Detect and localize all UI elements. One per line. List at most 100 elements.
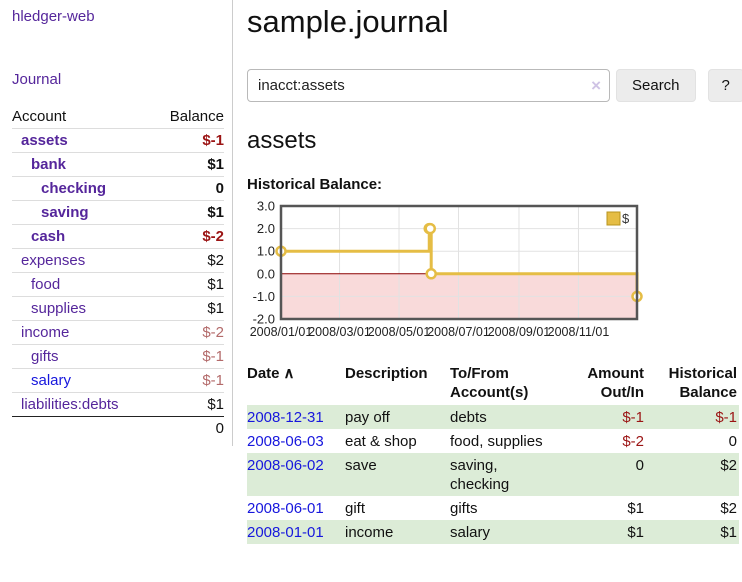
account-row-bank: bank $1 <box>12 152 224 177</box>
account-balance: $1 <box>152 392 224 417</box>
account-balance: $1 <box>152 272 224 297</box>
transaction-accounts: salary <box>450 524 491 541</box>
svg-text:0.0: 0.0 <box>257 266 275 281</box>
transaction-amount: $-2 <box>622 433 644 450</box>
svg-text:2008/07/01: 2008/07/01 <box>427 325 490 339</box>
account-row-liabilities-debts: liabilities:debts $1 <box>12 392 224 417</box>
accounts-total-row: 0 <box>12 416 224 440</box>
transaction-accounts: gifts <box>450 500 478 517</box>
account-balance: $1 <box>152 200 224 225</box>
balance-column-header: Balance <box>169 107 224 125</box>
svg-text:$: $ <box>622 211 630 226</box>
accounts-column-header: To/From Account(s) <box>450 365 529 401</box>
account-balance: $1 <box>152 296 224 321</box>
svg-text:3.0: 3.0 <box>257 199 275 214</box>
transaction-description: income <box>345 524 394 541</box>
transaction-description: pay off <box>345 409 390 426</box>
account-row-gifts: gifts $-1 <box>12 344 224 369</box>
account-link-assets[interactable]: assets <box>21 131 68 149</box>
transaction-date-link[interactable]: 2008-06-03 <box>247 433 324 450</box>
accounts-total-balance: 0 <box>152 416 224 440</box>
transaction-date-link[interactable]: 2008-06-01 <box>247 500 324 517</box>
balance-column-header: Historical Balance <box>668 365 737 401</box>
account-link-saving[interactable]: saving <box>41 203 89 221</box>
transaction-date-link[interactable]: 2008-01-01 <box>247 524 324 541</box>
transaction-balance: $2 <box>720 457 737 474</box>
svg-text:-2.0: -2.0 <box>253 312 275 327</box>
transaction-row: 2008-01-01 income salary $1 $1 <box>247 520 739 544</box>
account-row-income: income $-2 <box>12 320 224 345</box>
clear-search-icon[interactable]: × <box>591 75 601 95</box>
search-form: × Search ? <box>247 69 742 102</box>
account-balance: $-1 <box>152 344 224 369</box>
account-link-supplies[interactable]: supplies <box>31 299 87 317</box>
account-link-cash[interactable]: cash <box>31 227 66 245</box>
transaction-amount: $1 <box>627 500 644 517</box>
help-button[interactable]: ? <box>707 69 742 102</box>
svg-text:2.0: 2.0 <box>257 221 275 236</box>
transaction-row: 2008-12-31 pay off debts $-1 $-1 <box>247 405 739 429</box>
main-content: sample.journal × Search ? assets Histori… <box>233 0 742 544</box>
transaction-amount: 0 <box>635 457 644 474</box>
account-row-cash: cash $-2 <box>12 224 224 249</box>
transaction-row: 2008-06-02 save saving, checking 0 $2 <box>247 453 739 496</box>
sidebar: hledger-web Journal Account Balance asse… <box>0 0 233 446</box>
account-link-bank[interactable]: bank <box>31 155 67 173</box>
account-link-liabilities-debts[interactable]: liabilities:debts <box>21 395 119 413</box>
account-row-expenses: expenses $2 <box>12 248 224 273</box>
transaction-accounts: debts <box>450 409 487 426</box>
transaction-description: eat & shop <box>345 433 417 450</box>
svg-text:1.0: 1.0 <box>257 244 275 259</box>
accounts-table: Account Balance assets $-1 bank $1 check… <box>12 105 224 440</box>
accounts-header-row: Account Balance <box>12 105 224 129</box>
historical-balance-chart: $3.0 2.0 1.0 0.0 -1.0 -2.0 2008/01/01 2008/03/0… <box>247 198 742 345</box>
transaction-amount: $-1 <box>622 409 644 426</box>
transaction-description: save <box>345 457 377 474</box>
account-row-supplies: supplies $1 <box>12 296 224 321</box>
transaction-balance: $2 <box>720 500 737 517</box>
transaction-row: 2008-06-01 gift gifts $1 $2 <box>247 496 739 520</box>
search-input[interactable] <box>247 69 610 102</box>
svg-text:2008/03/01: 2008/03/01 <box>308 325 371 339</box>
account-row-assets: assets $-1 <box>12 128 224 153</box>
transactions-table: Date ∧ Description To/From Account(s) Amo… <box>247 362 739 544</box>
description-column-header: Description <box>345 365 428 382</box>
transaction-amount: $1 <box>627 524 644 541</box>
transaction-date-link[interactable]: 2008-06-02 <box>247 457 324 474</box>
svg-text:2008/05/01: 2008/05/01 <box>368 325 431 339</box>
date-column-header[interactable]: Date ∧ <box>247 365 295 382</box>
account-link-salary[interactable]: salary <box>31 371 72 389</box>
sidebar-item-journal[interactable]: Journal <box>12 71 62 88</box>
sort-ascending-icon: ∧ <box>283 365 295 382</box>
transaction-date-link[interactable]: 2008-12-31 <box>247 409 324 426</box>
account-row-saving: saving $1 <box>12 200 224 225</box>
transaction-balance: $1 <box>720 524 737 541</box>
line-chart: $3.0 2.0 1.0 0.0 -1.0 -2.02008/01/012008/03/0… <box>250 199 643 339</box>
app-layout: hledger-web Journal Account Balance asse… <box>0 0 742 544</box>
account-row-food: food $1 <box>12 272 224 297</box>
transaction-row: 2008-06-03 eat & shop food, supplies $-2… <box>247 429 739 453</box>
transactions-header-row: Date ∧ Description To/From Account(s) Amo… <box>247 362 739 405</box>
account-heading: assets <box>247 127 317 154</box>
amount-column-header: Amount Out/In <box>587 365 644 401</box>
svg-text:2008/11/01: 2008/11/01 <box>548 325 610 339</box>
search-button[interactable]: Search <box>616 69 696 102</box>
account-balance: $-1 <box>152 128 224 153</box>
account-link-gifts[interactable]: gifts <box>31 347 59 365</box>
account-balance: $-2 <box>152 320 224 345</box>
account-link-income[interactable]: income <box>21 323 70 341</box>
account-balance: 0 <box>152 176 224 201</box>
transaction-description: gift <box>345 500 366 517</box>
account-link-expenses[interactable]: expenses <box>21 251 86 269</box>
svg-text:2008/01/01: 2008/01/01 <box>250 325 313 339</box>
svg-text:2008/09/01: 2008/09/01 <box>488 325 551 339</box>
transaction-accounts: saving, checking <box>450 457 510 493</box>
account-link-checking[interactable]: checking <box>41 179 107 197</box>
account-balance: $-1 <box>152 368 224 393</box>
account-column-header: Account <box>12 107 67 125</box>
account-link-food[interactable]: food <box>31 275 61 293</box>
brand-link[interactable]: hledger-web <box>12 8 95 25</box>
page-title: sample.journal <box>247 4 449 39</box>
transaction-balance: 0 <box>728 433 737 450</box>
transaction-accounts: food, supplies <box>450 433 543 450</box>
